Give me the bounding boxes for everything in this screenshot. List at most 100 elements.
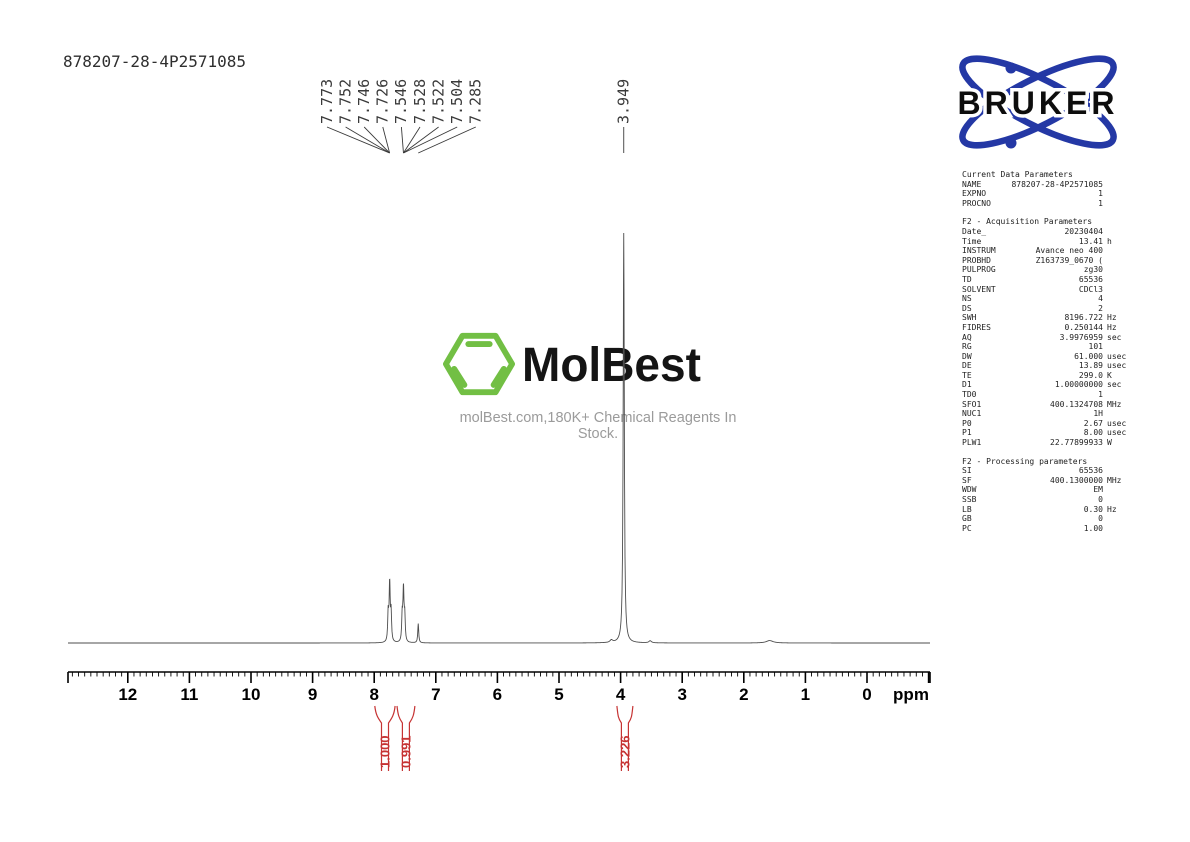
axis-tick-label: 1 xyxy=(801,685,810,704)
spectrum-trace xyxy=(68,232,930,644)
param-name: SOLVENT xyxy=(962,284,996,294)
param-name: DE xyxy=(962,361,972,371)
param-row: SSB 0 xyxy=(962,495,1134,505)
integral-bracket-left xyxy=(374,705,383,771)
param-value: 400.1324708 xyxy=(1050,399,1103,409)
peak-label-connector xyxy=(403,126,458,154)
param-name: DW xyxy=(962,351,972,361)
param-row: TE 299.0 K xyxy=(962,371,1134,381)
param-name: AQ xyxy=(962,332,972,342)
param-row: PULPROG zg30 xyxy=(962,265,1134,275)
param-name: PLW1 xyxy=(962,438,982,448)
param-unit: usec xyxy=(1107,361,1127,371)
axis-tick-label: 7 xyxy=(431,685,440,704)
param-row: FIDRES 0.250144 Hz xyxy=(962,323,1134,333)
param-row: NS 4 xyxy=(962,294,1134,304)
param-value: 1H xyxy=(1093,409,1103,419)
param-unit: sec xyxy=(1107,332,1122,342)
param-unit: K xyxy=(1107,370,1112,380)
param-unit: MHz xyxy=(1107,399,1122,409)
bruker-logo: BRUKER xyxy=(948,55,1130,150)
param-value: 1 xyxy=(1098,390,1103,400)
param-name: D1 xyxy=(962,380,972,390)
param-row: SI 65536 xyxy=(962,466,1134,476)
param-unit: usec xyxy=(1107,351,1127,361)
param-value: 0.250144 xyxy=(1064,322,1103,332)
param-row: SWH 8196.722 Hz xyxy=(962,313,1134,323)
integral-bracket-right xyxy=(408,705,416,771)
integral-value: 1.000 xyxy=(378,735,393,768)
param-row: PROBHD Z163739_0670 ( xyxy=(962,256,1134,266)
param-name: NUC1 xyxy=(962,409,982,419)
param-value: 20230404 xyxy=(1064,226,1103,236)
axis-tick-label: 10 xyxy=(242,685,261,704)
param-name: TE xyxy=(962,370,972,380)
param-row: Time 13.41 h xyxy=(962,237,1134,247)
integral-bracket-left xyxy=(616,705,622,771)
axis-tick-label: 2 xyxy=(739,685,748,704)
param-unit: Hz xyxy=(1107,504,1117,514)
param-value: zg30 xyxy=(1083,265,1103,275)
param-unit: W xyxy=(1107,438,1112,448)
param-name: PROCNO xyxy=(962,198,991,208)
param-name: DS xyxy=(962,303,972,313)
axis-tick-label: 0 xyxy=(862,685,871,704)
axis-tick-label: 9 xyxy=(308,685,317,704)
param-row: Date_ 20230404 xyxy=(962,227,1134,237)
param-value: 3.9976959 xyxy=(1059,332,1103,342)
peak-label-connector xyxy=(400,126,404,154)
param-row: DE 13.89 usec xyxy=(962,361,1134,371)
param-section-title: F2 - Processing parameters xyxy=(962,456,1088,466)
peak-label: 7.522 xyxy=(429,79,447,124)
peak-label-connector xyxy=(382,126,391,154)
axis-tick-label: 6 xyxy=(493,685,502,704)
integral-bracket-right xyxy=(627,705,634,771)
param-name: EXPNO xyxy=(962,189,987,199)
param-name: Date_ xyxy=(962,226,987,236)
param-value: 2.67 xyxy=(1083,418,1103,428)
benzene-ring-icon xyxy=(443,332,515,396)
atom-orbits-icon: BRUKER xyxy=(954,55,1119,149)
bruker-brand-text: BRUKER xyxy=(958,85,1119,121)
param-name: INSTRUM xyxy=(962,246,996,256)
peak-label-connector xyxy=(345,126,390,154)
param-value: Avance neo 400 xyxy=(1035,246,1103,256)
parameters-panel: Current Data Parameters NAME 878207-28-4P2… xyxy=(962,170,1134,542)
param-section: F2 - Processing parameters SI 65536 SF 400.1… xyxy=(962,457,1134,534)
param-value: 1 xyxy=(1098,198,1103,208)
param-row: EXPNO 1 xyxy=(962,189,1134,199)
param-name: SSB xyxy=(962,495,977,504)
param-value: 2 xyxy=(1098,303,1103,313)
param-name: NS xyxy=(962,294,972,304)
param-value: 8.00 xyxy=(1083,428,1103,438)
param-value: 0 xyxy=(1098,514,1103,524)
param-value: 13.89 xyxy=(1078,361,1103,371)
param-unit: usec xyxy=(1107,428,1127,438)
param-row: NAME 878207-28-4P2571085 xyxy=(962,180,1134,190)
param-row: TD 65536 xyxy=(962,275,1134,285)
param-row: NUC1 1H xyxy=(962,409,1134,419)
param-unit: Hz xyxy=(1107,313,1117,323)
param-row: PC 1.00 xyxy=(962,524,1134,534)
param-value: EM xyxy=(1093,485,1103,495)
integral-bracket-left xyxy=(396,705,403,771)
param-row: WDW EM xyxy=(962,485,1134,495)
param-row: PROCNO 1 xyxy=(962,199,1134,209)
param-value: 8196.722 xyxy=(1064,313,1103,323)
param-section-title: F2 - Acquisition Parameters xyxy=(962,217,1093,227)
param-section-title: Current Data Parameters xyxy=(962,170,1073,179)
param-row: DS 2 xyxy=(962,304,1134,314)
param-value: 1.00000000 xyxy=(1054,380,1103,390)
sample-id: 878207-28-4P2571085 xyxy=(63,52,247,71)
param-row: INSTRUM Avance neo 400 xyxy=(962,246,1134,256)
param-name: PC xyxy=(962,523,972,533)
param-value: 878207-28-4P2571085 xyxy=(1011,179,1103,189)
axis-tick-label: 11 xyxy=(180,685,198,704)
integral-value: 0.991 xyxy=(398,735,413,768)
param-row: LB 0.30 Hz xyxy=(962,505,1134,515)
param-row: DW 61.000 usec xyxy=(962,352,1134,362)
param-name: P1 xyxy=(962,428,972,438)
param-section: F2 - Acquisition Parameters Date_ 20230404… xyxy=(962,217,1134,447)
